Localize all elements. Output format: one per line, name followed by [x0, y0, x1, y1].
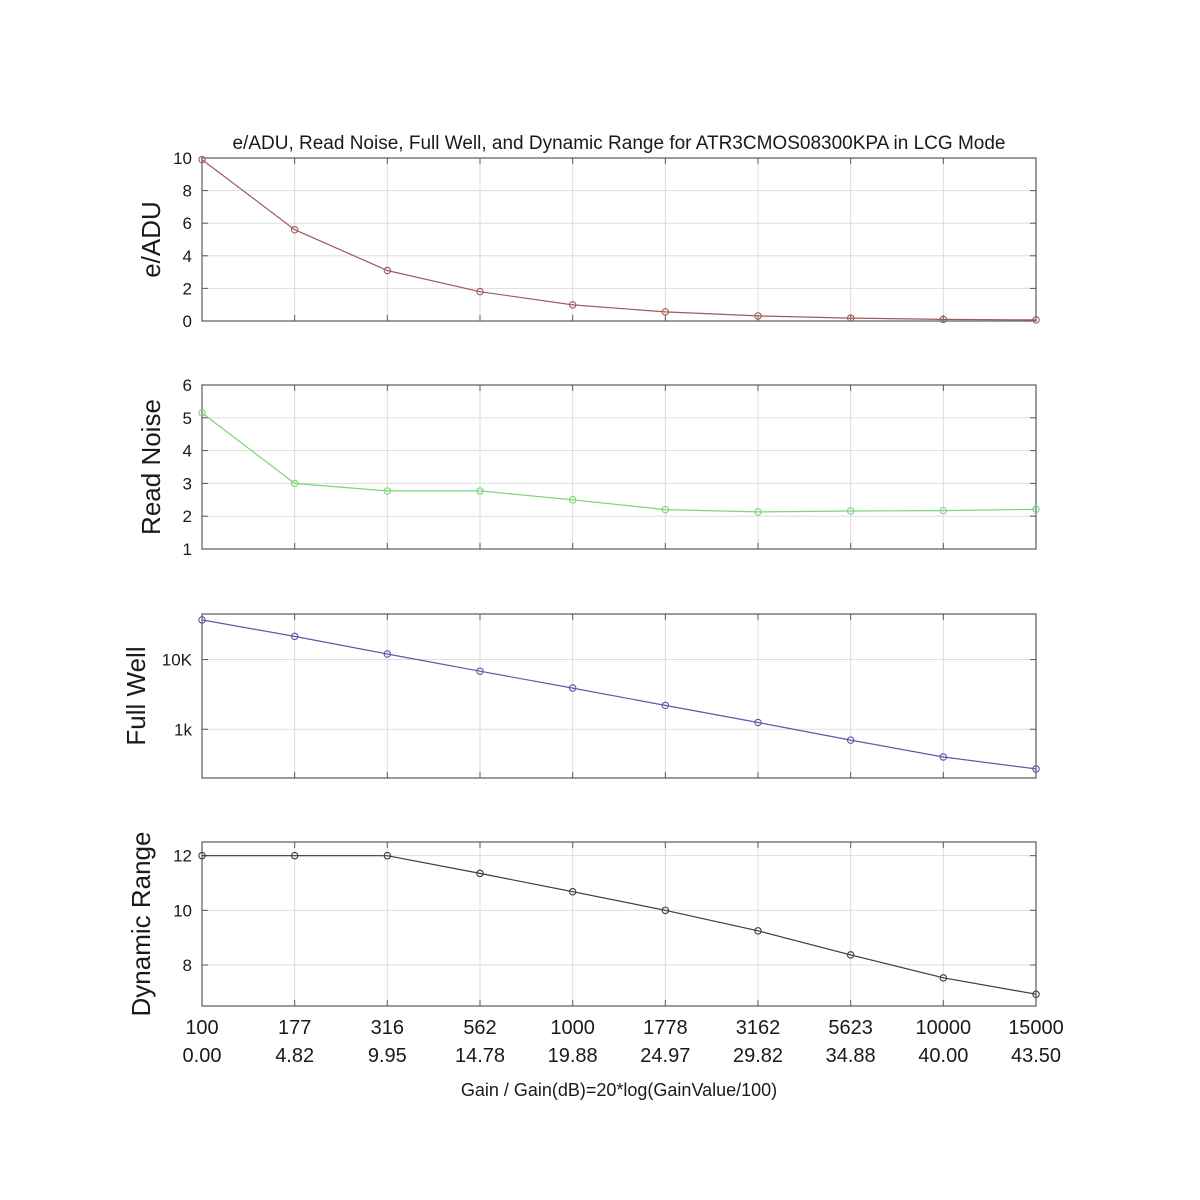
y-tick-label: 4 [183, 247, 192, 266]
data-point [383, 650, 392, 658]
y-tick-label: 1k [174, 720, 192, 739]
series-line-e-adu [201, 159, 1037, 321]
data-point [846, 314, 855, 322]
x-tick-label-gain-db: 4.82 [275, 1045, 314, 1067]
x-tick-label-gain-db: 34.88 [826, 1045, 876, 1067]
y-tick-label: 3 [183, 474, 192, 493]
chart-title: e/ADU, Read Noise, Full Well, and Dynami… [232, 133, 1005, 154]
x-tick-label-gain: 316 [371, 1017, 404, 1039]
y-tick-label: 12 [173, 847, 192, 866]
data-point [1032, 316, 1040, 324]
data-point [754, 718, 762, 727]
data-point [754, 927, 762, 935]
panel-read-noise: 1 2 3 4 5 6 Read Noise [136, 376, 1040, 559]
panel-full-well: 1k 10K Full Well [121, 613, 1040, 779]
y-tick-label: 6 [183, 376, 192, 395]
data-point [939, 753, 948, 761]
x-tick-label-gain: 15000 [1008, 1017, 1064, 1039]
data-point [290, 851, 299, 860]
y-tick-label: 8 [183, 956, 192, 975]
axes-frame [201, 384, 1037, 550]
data-point [476, 667, 484, 675]
data-point [754, 508, 762, 516]
x-tick-label-gain-db: 24.97 [640, 1045, 690, 1067]
x-tick-label-gain-db: 40.00 [918, 1045, 968, 1067]
data-point [754, 312, 762, 320]
x-tick-label-gain-db: 9.95 [368, 1045, 407, 1067]
x-tick-label-gain-db: 0.00 [183, 1045, 222, 1067]
y-tick-label: 2 [183, 279, 192, 298]
data-point [1032, 990, 1040, 998]
x-tick-label-gain-db: 19.88 [548, 1045, 598, 1067]
y-tick-label: 10 [173, 149, 192, 168]
data-point [1032, 505, 1040, 514]
x-tick-label-gain: 562 [463, 1017, 496, 1039]
data-point [846, 736, 855, 744]
axes-frame [201, 613, 1037, 779]
data-point [290, 479, 299, 488]
ylabel-full-well: Full Well [121, 646, 151, 745]
data-point [198, 155, 206, 164]
x-tick-label-gain-db: 29.82 [733, 1045, 783, 1067]
data-point [846, 951, 855, 959]
data-point [939, 315, 948, 324]
x-tick-label-gain: 3162 [736, 1017, 781, 1039]
y-tick-label: 1 [183, 540, 192, 559]
data-point [661, 701, 670, 710]
panel-dynamic-range: 8 10 12 Dynamic Range [126, 832, 1040, 1017]
x-tick-label-gain: 5623 [828, 1017, 873, 1039]
ylabel-e-adu: e/ADU [136, 201, 166, 278]
data-point [290, 632, 299, 641]
data-point [290, 225, 299, 234]
data-point [198, 616, 206, 624]
x-tick-label-gain: 1778 [643, 1017, 688, 1039]
x-tick-label-gain-db: 43.50 [1011, 1045, 1061, 1067]
data-point [568, 887, 577, 896]
data-point [846, 507, 855, 515]
data-point [383, 266, 392, 275]
data-point [198, 409, 206, 417]
data-point [1032, 765, 1040, 773]
x-axis-label: Gain / Gain(dB)=20*log(GainValue/100) [461, 1080, 777, 1100]
y-tick-label: 2 [183, 507, 192, 526]
data-point [198, 851, 206, 860]
data-point [568, 301, 577, 309]
panel-e-adu: 0 2 4 6 8 10 e/ADU [136, 149, 1040, 331]
y-tick-label: 0 [183, 312, 192, 331]
data-point [476, 287, 484, 296]
x-tick-label-gain: 10000 [916, 1017, 972, 1039]
series-line-full-well [201, 619, 1037, 770]
y-tick-label: 6 [183, 214, 192, 233]
x-tick-label-gain-db: 14.78 [455, 1045, 505, 1067]
data-point [939, 974, 948, 982]
data-point [568, 684, 577, 692]
axes-frame [201, 841, 1037, 1007]
x-tick-label-gain: 177 [278, 1017, 311, 1039]
y-tick-label: 8 [183, 182, 192, 201]
y-tick-label: 4 [183, 442, 192, 461]
series-line-read-noise [201, 412, 1037, 513]
data-point [476, 487, 484, 495]
x-tick-label-gain: 1000 [550, 1017, 595, 1039]
y-tick-label: 5 [183, 409, 192, 428]
x-tick-labels: 100 0.00 177 4.82 316 9.95 562 14.78 1000 19.88 17… [183, 1017, 1064, 1067]
data-point [568, 496, 577, 504]
data-point [661, 308, 670, 316]
data-point [939, 506, 948, 515]
data-point [661, 906, 670, 915]
x-tick-label-gain: 100 [185, 1017, 218, 1039]
data-point [383, 851, 392, 860]
data-point [476, 869, 484, 878]
data-point [383, 487, 392, 495]
ylabel-read-noise: Read Noise [136, 399, 166, 535]
series-line-dynamic-range [202, 855, 1037, 995]
ylabel-dynamic-range: Dynamic Range [126, 832, 156, 1017]
data-point [661, 505, 670, 514]
y-tick-label: 10K [162, 651, 193, 670]
y-tick-label: 10 [173, 901, 192, 920]
axes-frame [201, 157, 1037, 322]
